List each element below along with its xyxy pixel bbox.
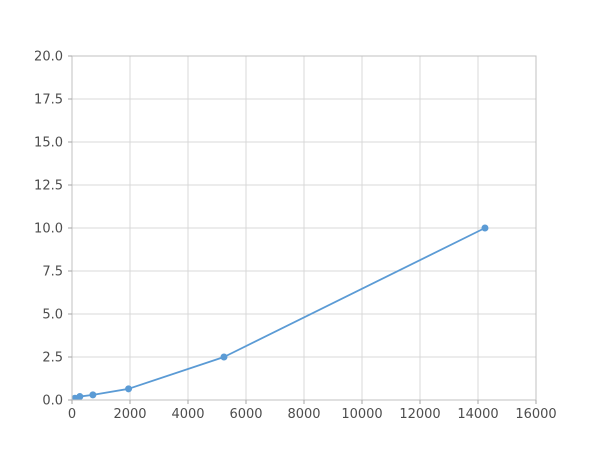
x-tick-label: 16000	[515, 407, 556, 422]
x-tick-label: 14000	[457, 407, 498, 422]
x-tick-label: 4000	[171, 407, 204, 422]
data-point-marker	[125, 385, 133, 393]
y-tick-label: 17.5	[34, 93, 63, 108]
grid	[71, 55, 537, 401]
y-tick-label: 5.0	[42, 308, 63, 323]
y-tick-label: 2.5	[42, 351, 63, 366]
series-standard-curve	[72, 224, 489, 400]
y-tick-label: 15.0	[34, 136, 63, 151]
x-tick-label: 8000	[287, 407, 320, 422]
y-tick-label: 10.0	[34, 222, 63, 237]
data-point-marker	[220, 353, 228, 361]
x-tick-label: 12000	[399, 407, 440, 422]
x-tick-label: 0	[68, 407, 76, 422]
data-point-marker	[76, 393, 84, 400]
data-point-marker	[89, 391, 97, 399]
tick-labels: 0 2000 4000 6000 8000 10000 12000 14000 16000 0.0…	[34, 50, 557, 423]
x-tick-label: 2000	[113, 407, 146, 422]
y-tick-label: 0.0	[42, 394, 63, 409]
x-tick-label: 10000	[341, 407, 382, 422]
data-point-marker	[481, 224, 489, 232]
y-tick-label: 12.5	[34, 179, 63, 194]
x-tick-label: 6000	[229, 407, 262, 422]
y-tick-label: 7.5	[42, 265, 63, 280]
ticks	[68, 55, 537, 404]
y-tick-label: 20.0	[34, 50, 63, 65]
